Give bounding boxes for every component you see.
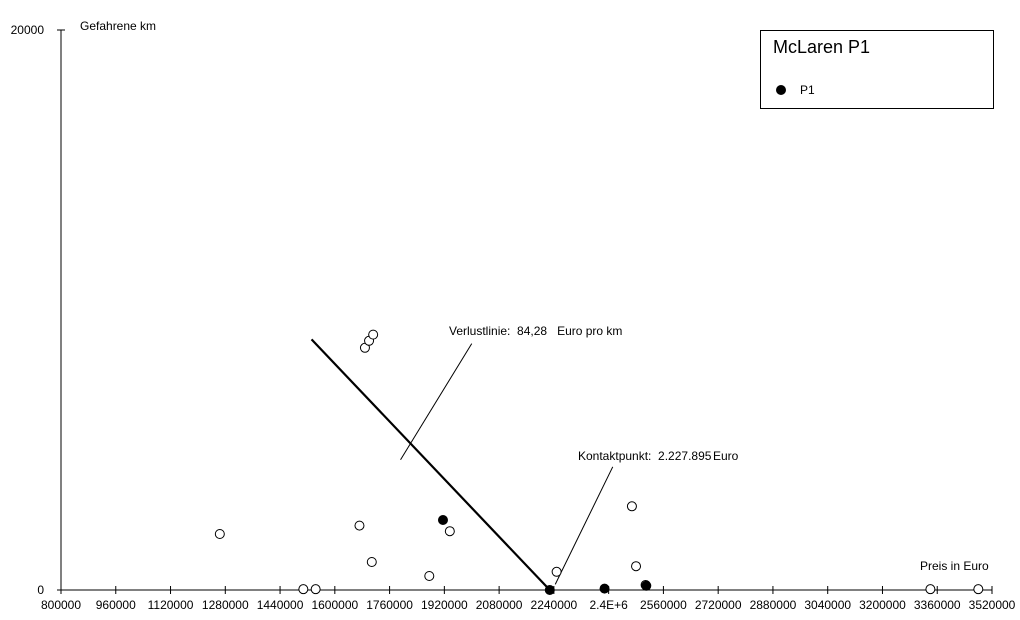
x-tick-label: 1440000 [257, 598, 304, 612]
loss-line [310, 338, 551, 591]
x-tick-label: 2880000 [750, 598, 797, 612]
x-tick-label: 1120000 [148, 598, 194, 612]
y-tick-label: 20000 [11, 23, 45, 37]
data-point-p1 [599, 583, 610, 594]
data-point [298, 584, 309, 595]
data-point [444, 526, 455, 537]
data-points [214, 329, 984, 595]
x-tick-label: 800000 [41, 598, 81, 612]
x-tick-label: 1760000 [366, 598, 413, 612]
data-point [551, 566, 562, 577]
data-point [626, 501, 637, 512]
data-point [368, 329, 379, 340]
contact-point-pointer [554, 466, 614, 585]
axes [60, 30, 992, 591]
data-point [631, 561, 642, 572]
data-point [214, 529, 225, 539]
legend: McLaren P1 P1 [760, 30, 994, 109]
x-tick-label: 3360000 [914, 598, 961, 612]
data-point [925, 584, 936, 595]
data-point-p1 [641, 580, 652, 591]
x-tick-label: 1920000 [421, 598, 468, 612]
loss-line-annotation: Verlustlinie: 84,28 Euro pro km [449, 324, 622, 338]
legend-label-p1: P1 [800, 83, 815, 97]
contact-point-unit: Euro [713, 449, 739, 463]
data-point [366, 557, 377, 567]
x-tick-label: 1280000 [202, 598, 249, 612]
x-axis-label: Preis in Euro [920, 559, 989, 573]
x-tick-label: 3520000 [969, 598, 1016, 612]
data-point [310, 584, 321, 595]
y-axis-label: Gefahrene km [80, 19, 156, 33]
data-point [424, 571, 435, 581]
y-tick-label: 0 [37, 583, 44, 597]
annotation-pointers [400, 343, 614, 585]
loss-line-pointer [400, 343, 473, 461]
legend-title: McLaren P1 [773, 37, 871, 57]
y-axis-ticks: 0 20000 [11, 23, 65, 597]
legend-marker-p1 [776, 85, 786, 95]
x-tick-label: 2.4E+6 [589, 598, 628, 612]
x-tick-label: 2560000 [640, 598, 687, 612]
data-point-p1 [544, 585, 555, 595]
data-point [973, 584, 984, 595]
x-tick-label: 960000 [96, 598, 136, 612]
x-tick-label: 1600000 [311, 598, 358, 612]
contact-point-annotation: Kontaktpunkt: 2.227.895 [578, 449, 712, 463]
x-tick-label: 2240000 [531, 598, 578, 612]
x-tick-label: 2720000 [695, 598, 742, 612]
data-point-p1 [437, 515, 448, 525]
x-tick-label: 2080000 [476, 598, 523, 612]
data-point [354, 520, 365, 531]
x-tick-label: 3200000 [859, 598, 906, 612]
x-axis-ticks: 800000 960000 1120000 1280000 1440000 1600000… [41, 586, 1016, 612]
loss-line-layer [310, 338, 551, 591]
x-tick-label: 3040000 [804, 598, 851, 612]
